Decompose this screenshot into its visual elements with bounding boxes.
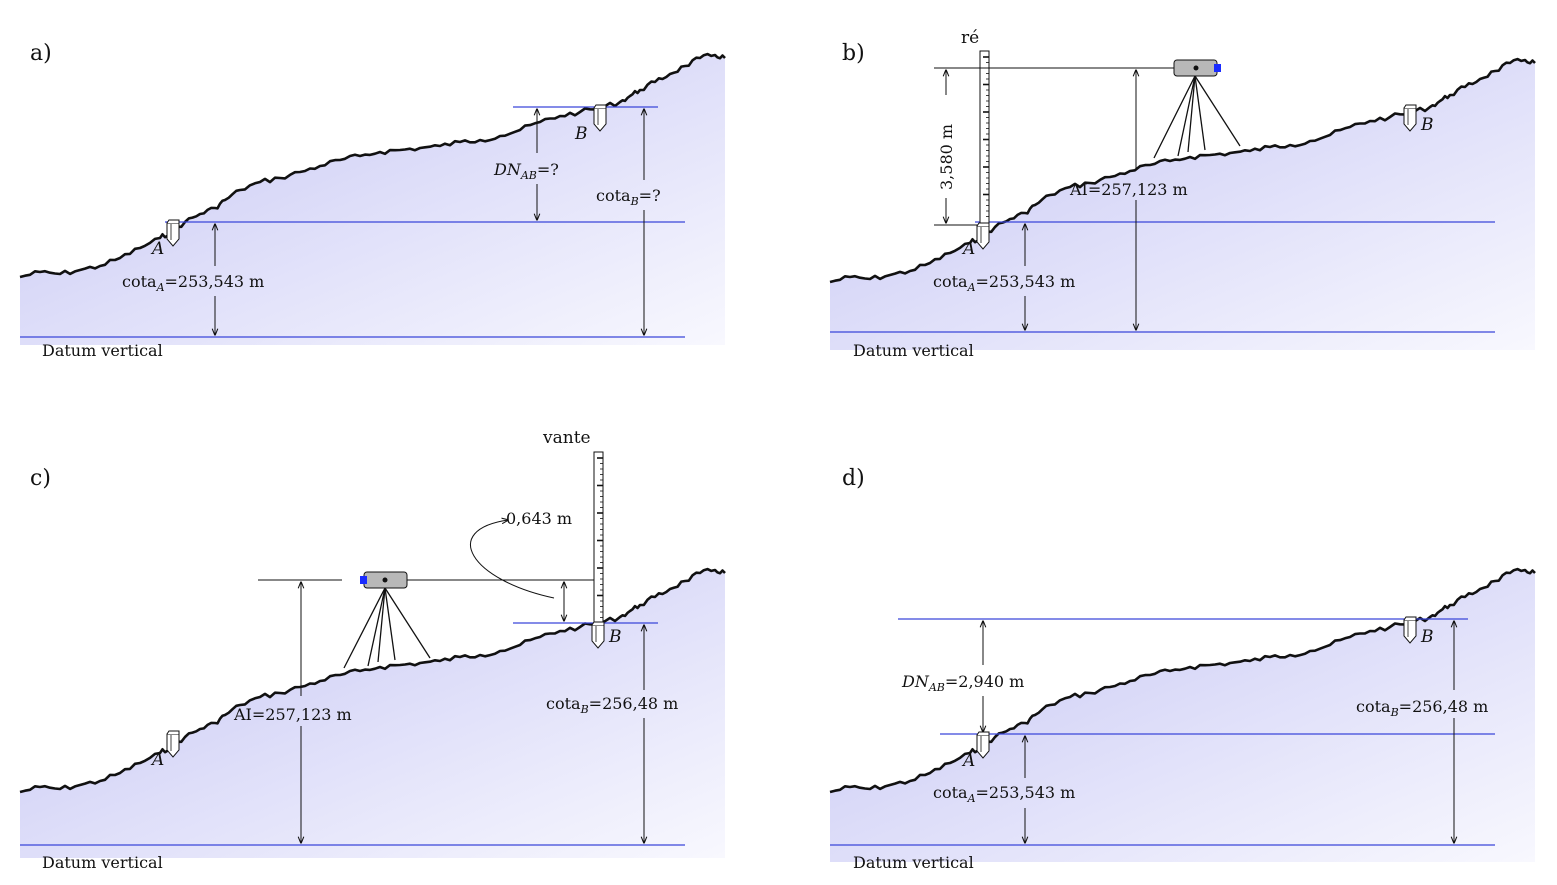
- rod-title: ré: [961, 28, 979, 48]
- cota-b-label: cotaB=256,48 m: [546, 694, 678, 716]
- panel-label: a): [30, 41, 52, 66]
- cota-b-label: cotaB=256,48 m: [1356, 697, 1488, 719]
- rod-title: vante: [542, 428, 591, 448]
- terrain-area: [20, 54, 725, 345]
- datum-label: Datum vertical: [853, 853, 974, 872]
- point-a-label: A: [150, 750, 164, 770]
- cota-a-label: cotaA=253,543 m: [933, 272, 1075, 294]
- cota-a-label: cotaA=253,543 m: [933, 783, 1075, 805]
- panel-a: a) Datum vertical A B cotaA=253,543 m DN…: [19, 41, 726, 360]
- level-instrument-icon: [1153, 59, 1241, 159]
- point-a-label: A: [961, 239, 975, 259]
- level-instrument-icon: [343, 571, 431, 669]
- datum-label: Datum vertical: [42, 341, 163, 360]
- terrain-profile: [829, 567, 1536, 794]
- panel-b: b) Datum vertical ré A B 3,580: [829, 28, 1536, 360]
- panel-label: d): [842, 466, 865, 491]
- leveling-rod: [979, 50, 990, 226]
- point-b-label: B: [1420, 115, 1434, 135]
- panel-d: d) Datum vertical A B DNAB=2,940 m cotaA…: [829, 466, 1536, 872]
- dn-label: DNAB=2,940 m: [901, 672, 1024, 694]
- ai-label: AI=257,123 m: [1069, 180, 1188, 199]
- panel-label: b): [842, 41, 865, 66]
- cota-b-label: cotaB=?: [596, 186, 661, 208]
- panel-c: c) Datum vertical vante A B 0,643 m: [19, 428, 726, 872]
- point-a-label: A: [961, 751, 975, 771]
- terrain-area: [20, 569, 725, 858]
- terrain-area: [830, 59, 1535, 350]
- backsight-reading: 3,580 m: [937, 124, 956, 190]
- point-b-label: B: [608, 627, 622, 647]
- cota-a-label: cotaA=253,543 m: [122, 272, 264, 294]
- terrain-area: [830, 569, 1535, 862]
- point-a-label: A: [150, 239, 164, 259]
- point-b-label: B: [574, 124, 588, 144]
- datum-label: Datum vertical: [853, 341, 974, 360]
- leveling-rod: [593, 451, 604, 626]
- terrain-profile: [19, 567, 726, 794]
- panel-label: c): [30, 466, 51, 491]
- terrain-profile: [829, 57, 1536, 284]
- foresight-callout-arrow: [470, 520, 555, 599]
- dn-label: DNAB=?: [493, 160, 559, 182]
- foresight-reading: 0,643 m: [506, 509, 572, 528]
- point-b-label: B: [1420, 627, 1434, 647]
- terrain-profile: [19, 52, 726, 279]
- datum-label: Datum vertical: [42, 853, 163, 872]
- ai-label: AI=257,123 m: [233, 705, 352, 724]
